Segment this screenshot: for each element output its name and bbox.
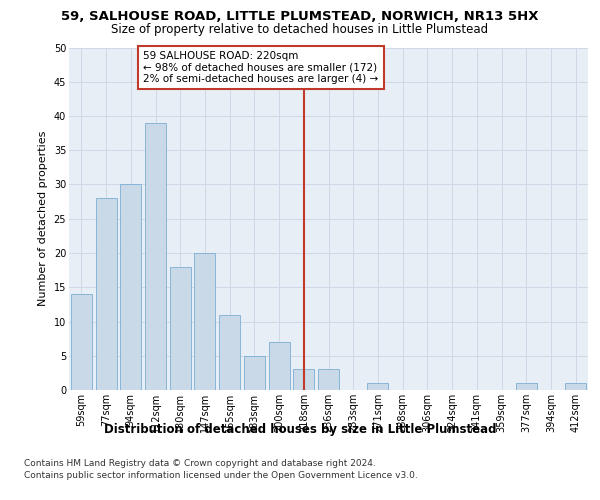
- Bar: [367, 383, 388, 390]
- Text: Contains HM Land Registry data © Crown copyright and database right 2024.: Contains HM Land Registry data © Crown c…: [24, 458, 376, 468]
- Bar: [95, 198, 116, 390]
- Bar: [293, 370, 314, 390]
- Text: Contains public sector information licensed under the Open Government Licence v3: Contains public sector information licen…: [24, 471, 418, 480]
- Bar: [219, 314, 240, 390]
- Bar: [516, 383, 537, 390]
- Bar: [244, 356, 265, 390]
- Y-axis label: Number of detached properties: Number of detached properties: [38, 131, 48, 306]
- Bar: [71, 294, 92, 390]
- Bar: [565, 383, 586, 390]
- Bar: [194, 253, 215, 390]
- Text: 59, SALHOUSE ROAD, LITTLE PLUMSTEAD, NORWICH, NR13 5HX: 59, SALHOUSE ROAD, LITTLE PLUMSTEAD, NOR…: [61, 10, 539, 23]
- Bar: [318, 370, 339, 390]
- Bar: [269, 342, 290, 390]
- Text: 59 SALHOUSE ROAD: 220sqm
← 98% of detached houses are smaller (172)
2% of semi-d: 59 SALHOUSE ROAD: 220sqm ← 98% of detach…: [143, 51, 379, 84]
- Bar: [145, 123, 166, 390]
- Bar: [170, 266, 191, 390]
- Text: Distribution of detached houses by size in Little Plumstead: Distribution of detached houses by size …: [104, 422, 496, 436]
- Bar: [120, 184, 141, 390]
- Text: Size of property relative to detached houses in Little Plumstead: Size of property relative to detached ho…: [112, 22, 488, 36]
